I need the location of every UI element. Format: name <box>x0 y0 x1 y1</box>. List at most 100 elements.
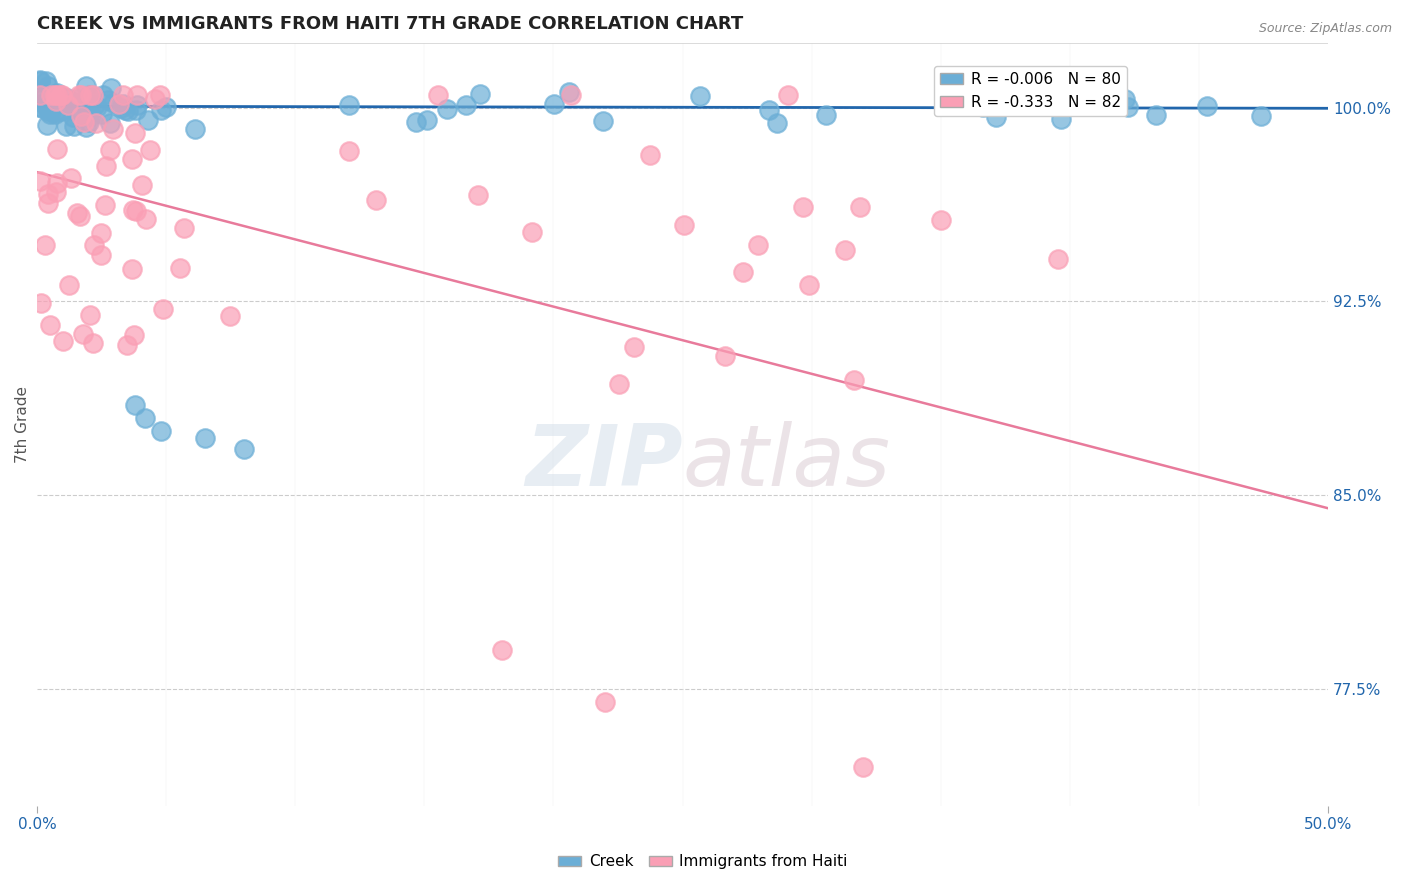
Point <box>337 144 360 158</box>
Point <box>90 248 112 262</box>
Point <box>1050 112 1073 126</box>
Point <box>49 87 72 102</box>
Point <box>426 87 449 102</box>
Point <box>56 98 79 112</box>
Point <box>44 96 66 111</box>
Point <box>169 260 191 275</box>
Point <box>91 87 114 102</box>
Point <box>111 87 134 102</box>
Point <box>82 336 104 351</box>
Point <box>73 115 96 129</box>
Point <box>139 143 162 157</box>
Point <box>456 98 478 112</box>
Text: atlas: atlas <box>682 421 890 504</box>
Point <box>79 87 101 102</box>
Point <box>135 212 157 227</box>
Point <box>48 96 70 111</box>
Point <box>66 92 89 106</box>
Point <box>44 105 66 120</box>
Point <box>56 90 79 104</box>
Point <box>733 265 755 279</box>
Point <box>63 119 86 133</box>
Point <box>66 206 89 220</box>
Point <box>623 341 645 355</box>
Point <box>63 95 86 110</box>
Point <box>52 334 75 348</box>
Point <box>1046 252 1069 266</box>
Point <box>115 338 138 352</box>
Point <box>149 424 172 438</box>
Point <box>45 90 67 104</box>
Point <box>232 442 254 456</box>
Point <box>107 96 129 111</box>
Point <box>44 87 66 102</box>
Point <box>1144 108 1167 122</box>
Point <box>98 116 121 130</box>
Point <box>79 308 101 322</box>
Point <box>51 87 73 102</box>
Point <box>117 104 139 119</box>
Point <box>101 96 124 111</box>
Point <box>558 86 581 100</box>
Point <box>90 226 112 240</box>
Point <box>468 87 491 101</box>
Point <box>32 95 55 110</box>
Point <box>758 103 780 117</box>
Point <box>55 120 77 134</box>
Point <box>131 178 153 193</box>
Point <box>122 203 145 218</box>
Point <box>491 643 513 657</box>
Point <box>1250 109 1272 123</box>
Point <box>28 174 51 188</box>
Point <box>28 99 51 113</box>
Point <box>609 376 631 391</box>
Point <box>86 100 108 114</box>
Point <box>143 92 166 106</box>
Point <box>842 373 865 387</box>
Point <box>929 213 952 227</box>
Point <box>592 114 614 128</box>
Point <box>97 93 120 107</box>
Point <box>366 194 388 208</box>
Point <box>46 87 69 101</box>
Point <box>127 98 149 112</box>
Point <box>852 760 875 774</box>
Point <box>45 87 67 102</box>
Point <box>849 200 872 214</box>
Point <box>219 310 242 324</box>
Point <box>1116 100 1139 114</box>
Point <box>82 87 104 102</box>
Text: ZIP: ZIP <box>524 421 682 504</box>
Point <box>114 103 136 117</box>
Point <box>28 74 51 88</box>
Point <box>747 237 769 252</box>
Point <box>100 144 122 158</box>
Point <box>76 107 98 121</box>
Point <box>79 87 101 102</box>
Point <box>467 188 489 202</box>
Point <box>38 318 60 333</box>
Point <box>984 110 1007 124</box>
Point <box>90 107 112 121</box>
Point <box>75 120 97 134</box>
Point <box>31 92 53 106</box>
Point <box>37 186 59 201</box>
Point <box>31 101 53 115</box>
Point <box>110 101 132 115</box>
Point <box>814 108 837 122</box>
Point <box>73 95 96 109</box>
Point <box>543 97 565 112</box>
Point <box>593 695 616 709</box>
Y-axis label: 7th Grade: 7th Grade <box>15 385 30 463</box>
Point <box>520 226 543 240</box>
Point <box>49 104 72 119</box>
Point <box>83 238 105 252</box>
Text: Source: ZipAtlas.com: Source: ZipAtlas.com <box>1258 22 1392 36</box>
Point <box>124 328 146 343</box>
Point <box>45 186 67 200</box>
Point <box>34 89 56 103</box>
Point <box>155 100 177 114</box>
Point <box>405 115 427 129</box>
Point <box>149 103 172 117</box>
Point <box>94 198 117 212</box>
